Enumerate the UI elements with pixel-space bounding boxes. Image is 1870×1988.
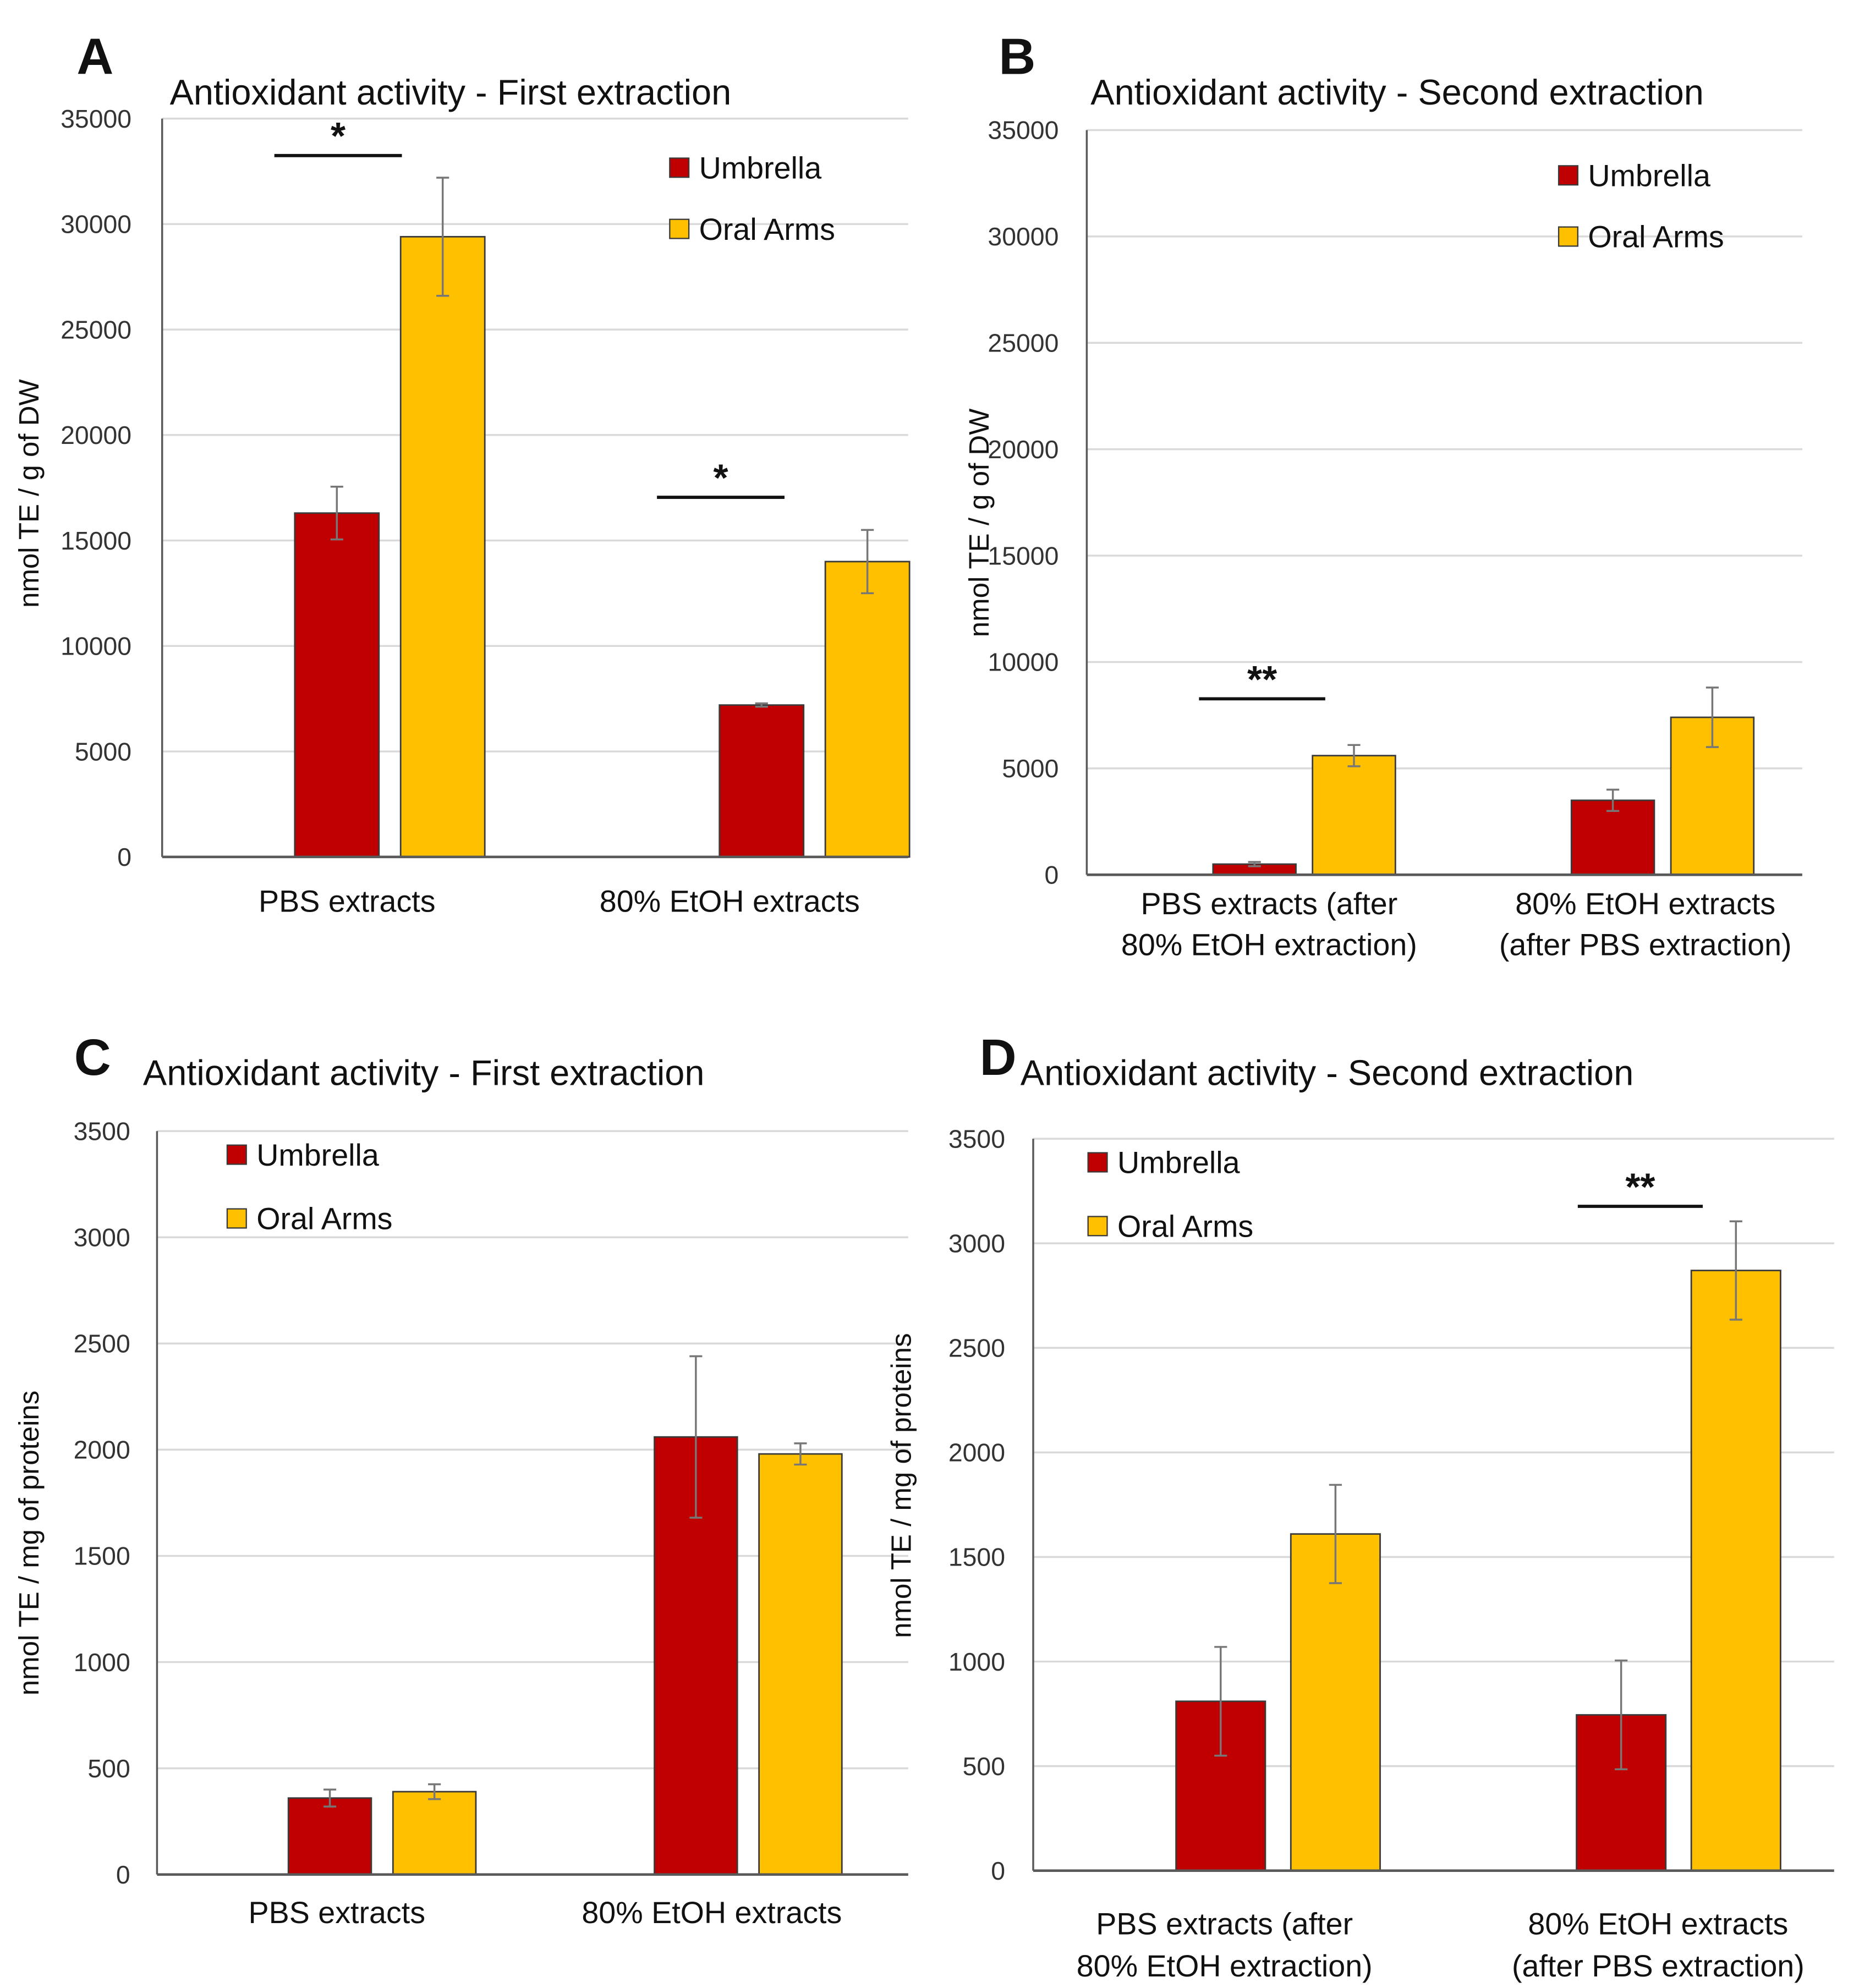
- panel-d-y-tick-label: 3000: [948, 1229, 1005, 1257]
- panel-d-x-category-label: (after PBS extraction): [1512, 1949, 1805, 1983]
- panel-c-y-axis-label: nmol TE / mg of proteins: [13, 1391, 45, 1695]
- panel-b-x-category-label: PBS extracts (after: [1140, 887, 1397, 921]
- panel-b-bar-umbrella: [1570, 799, 1655, 876]
- panel-d-y-tick-label: 500: [963, 1752, 1005, 1781]
- panel-a-bar-oral-arms: [399, 235, 486, 858]
- panel-a-y-tick-label: 0: [117, 843, 131, 871]
- panel-d-y-tick-label: 1500: [948, 1543, 1005, 1572]
- panel-b-y-tick-label: 25000: [988, 328, 1059, 357]
- panel-a-y-tick-label: 35000: [61, 105, 131, 133]
- panel-d-x-category-label: 80% EtOH extracts: [1528, 1907, 1788, 1941]
- panel-a-x-category-label: PBS extracts: [259, 884, 436, 918]
- panel-d-label: D: [980, 1029, 1017, 1086]
- panel-a-bar-umbrella: [294, 512, 380, 858]
- panel-a-y-tick-label: 15000: [61, 526, 131, 555]
- panel-d-y-tick-label: 2500: [948, 1334, 1005, 1363]
- panel-c-y-tick-label: 3500: [74, 1117, 130, 1145]
- panel-a-y-tick-label: 5000: [75, 737, 131, 766]
- panel-d-y-tick-label: 0: [991, 1857, 1005, 1885]
- panel-c-y-tick-label: 1500: [74, 1542, 130, 1570]
- panel-a-title: Antioxidant activity - First extraction: [170, 72, 732, 112]
- panel-c-y-tick-label: 2000: [74, 1436, 130, 1464]
- panel-b-legend-label: Oral Arms: [1588, 220, 1724, 254]
- panel-d-title: Antioxidant activity - Second extraction: [1021, 1053, 1634, 1093]
- panel-d-significance-marker: **: [1625, 1165, 1655, 1208]
- panel-c-x-category-label: PBS extracts: [249, 1896, 426, 1930]
- panel-d-y-tick-label: 2000: [948, 1438, 1005, 1467]
- panel-a-y-tick-label: 10000: [61, 632, 131, 661]
- panel-d-y-axis-label: nmol TE / mg of proteins: [885, 1333, 917, 1638]
- panel-b-y-tick-label: 5000: [1002, 754, 1059, 783]
- panel-b-y-tick-label: 15000: [988, 541, 1059, 570]
- panel-d-legend-swatch: [1087, 1216, 1108, 1237]
- panel-b-x-category-label: (after PBS extraction): [1499, 927, 1792, 962]
- panel-c-legend-label: Umbrella: [256, 1138, 379, 1172]
- panel-c-y-tick-label: 3000: [74, 1223, 130, 1251]
- panel-d-legend-label: Oral Arms: [1117, 1210, 1253, 1244]
- panel-b-bar-oral-arms: [1312, 755, 1396, 876]
- panel-c-y-tick-label: 500: [87, 1754, 130, 1783]
- panel-a-bar-umbrella: [719, 704, 805, 858]
- panel-b-x-category-label: 80% EtOH extracts: [1515, 887, 1775, 921]
- panel-b-label: B: [999, 28, 1035, 85]
- panel-b-y-axis-label: nmol TE / g of DW: [963, 409, 995, 638]
- panel-c-y-tick-label: 2500: [74, 1330, 130, 1358]
- panel-b-y-tick-label: 0: [1045, 860, 1059, 889]
- panel-b-title: Antioxidant activity - Second extraction: [1090, 72, 1704, 112]
- panel-a-legend-swatch: [669, 218, 690, 239]
- panel-d-legend-label: Umbrella: [1117, 1146, 1240, 1180]
- panel-b-y-tick-label: 10000: [988, 648, 1059, 677]
- panel-a-y-tick-label: 30000: [61, 210, 131, 239]
- panel-c-legend-swatch: [226, 1144, 247, 1165]
- panel-c-legend-swatch: [226, 1208, 247, 1229]
- panel-b-y-tick-label: 30000: [988, 222, 1059, 251]
- panel-d-x-category-label: 80% EtOH extraction): [1077, 1949, 1373, 1983]
- panel-a-significance-marker: *: [331, 114, 346, 157]
- panel-b-legend-label: Umbrella: [1588, 158, 1710, 193]
- panel-b-legend-swatch: [1558, 226, 1579, 247]
- panel-d-y-tick-label: 3500: [948, 1124, 1005, 1153]
- panel-b-y-tick-label: 35000: [988, 116, 1059, 145]
- panel-b-y-tick-label: 20000: [988, 435, 1059, 464]
- panel-a-legend-label: Oral Arms: [699, 212, 835, 246]
- panel-b-legend-swatch: [1558, 165, 1579, 186]
- panel-a-legend-swatch: [669, 157, 690, 178]
- panel-c-x-category-label: 80% EtOH extracts: [582, 1896, 842, 1930]
- panel-a-significance-marker: *: [714, 456, 728, 499]
- panel-d-y-tick-label: 1000: [948, 1647, 1005, 1676]
- panel-a-y-axis-label: nmol TE / g of DW: [13, 379, 45, 608]
- panel-c-bar-oral-arms: [392, 1791, 477, 1876]
- panel-d-bar-oral-arms: [1290, 1533, 1381, 1872]
- panel-c-bar-umbrella: [287, 1797, 372, 1876]
- panel-b-x-category-label: 80% EtOH extraction): [1121, 927, 1417, 962]
- panel-d-bar-oral-arms: [1690, 1270, 1781, 1872]
- panel-d-x-category-label: PBS extracts (after: [1096, 1907, 1353, 1941]
- panel-c-bar-oral-arms: [758, 1453, 843, 1876]
- panel-c-label: C: [74, 1029, 111, 1086]
- panel-a-y-tick-label: 20000: [61, 421, 131, 449]
- panel-a-bar-oral-arms: [824, 561, 911, 858]
- panel-b-significance-marker: **: [1247, 658, 1277, 701]
- panel-c-y-tick-label: 1000: [74, 1648, 130, 1677]
- panel-c-y-tick-label: 0: [116, 1860, 130, 1889]
- panel-d-legend-swatch: [1087, 1152, 1108, 1173]
- panel-a-legend-label: Umbrella: [699, 151, 822, 185]
- panel-c-legend-label: Oral Arms: [256, 1202, 392, 1236]
- panel-a-x-category-label: 80% EtOH extracts: [600, 884, 860, 918]
- panel-a-label: A: [76, 28, 113, 85]
- panel-a-y-tick-label: 25000: [61, 315, 131, 344]
- panel-c-title: Antioxidant activity - First extraction: [143, 1053, 705, 1093]
